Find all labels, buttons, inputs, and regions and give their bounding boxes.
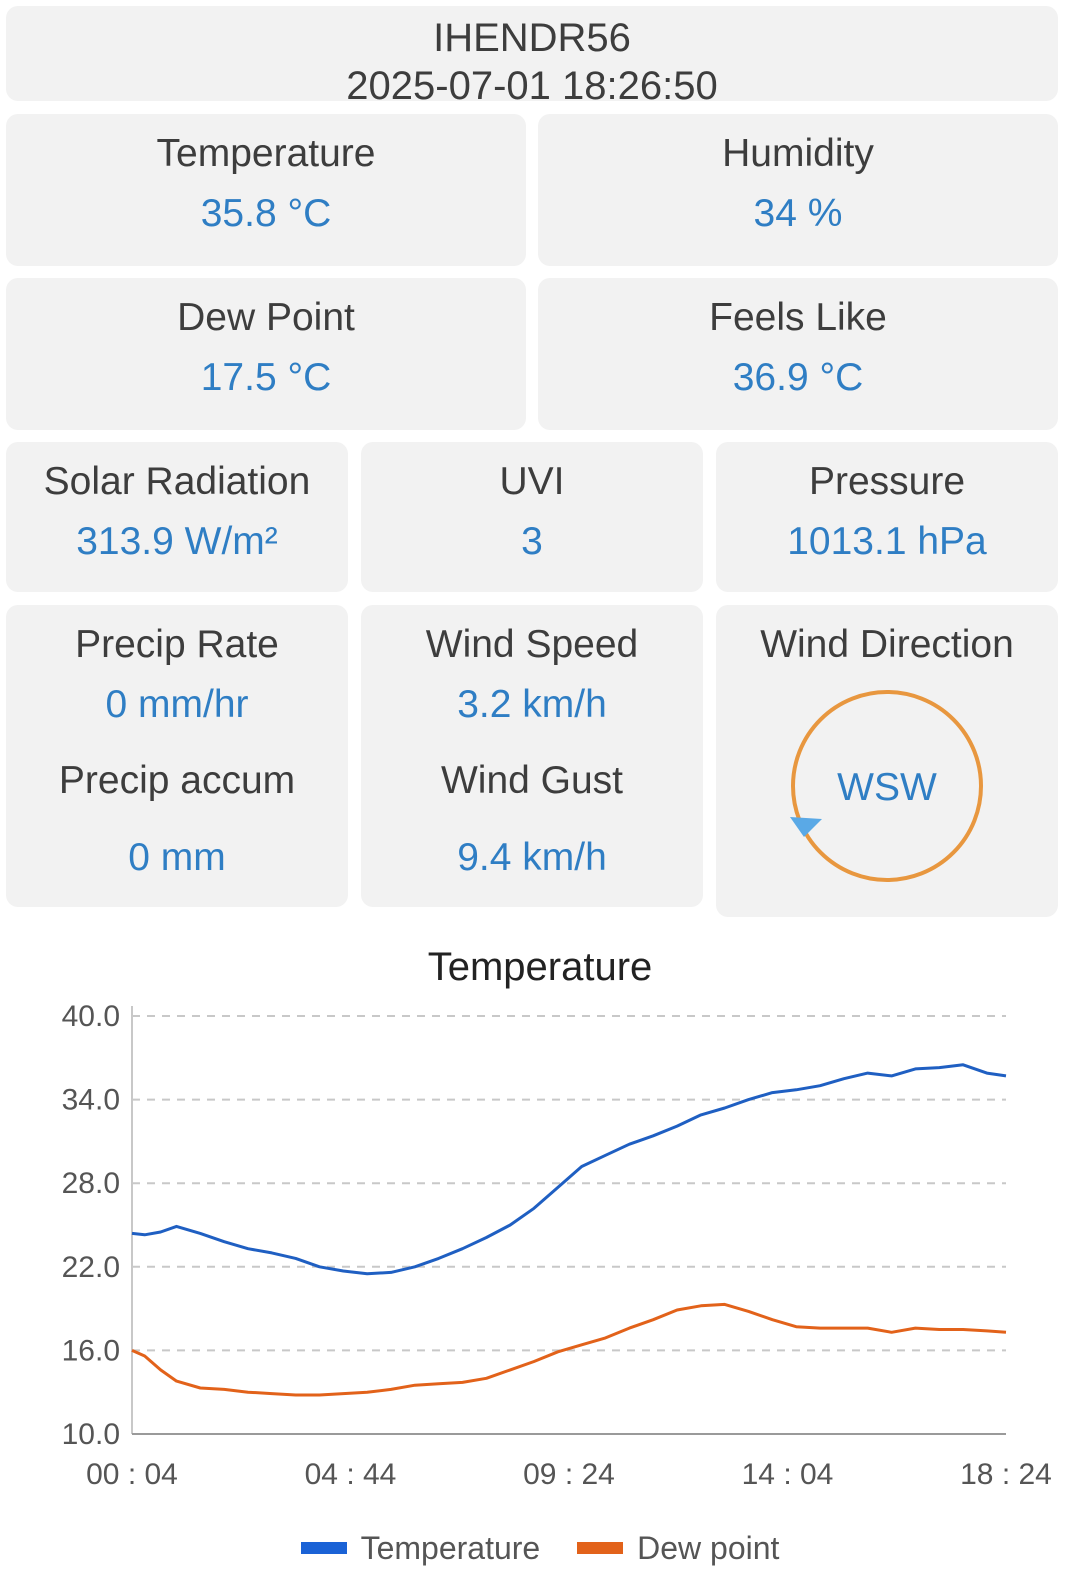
wind-direction-card[interactable]: Wind Direction WSW [716,605,1058,917]
y-tick-label: 22.0 [62,1251,120,1284]
station-header: IHENDR56 2025-07-01 18:26:50 [6,6,1058,106]
feels-like-card[interactable]: Feels Like 36.9 °C [538,278,1058,430]
x-tick-label: 18 : 24 [960,1458,1052,1491]
humidity-label: Humidity [722,132,874,175]
solar-radiation-value: 313.9 W/m² [76,520,278,563]
station-timestamp: 2025-07-01 18:26:50 [346,64,718,108]
x-tick-label: 14 : 04 [742,1458,834,1491]
feels-like-label: Feels Like [709,296,887,339]
wind-direction-value: WSW [837,766,937,809]
dew-point-series-line [131,1302,1007,1397]
dew-point-value: 17.5 °C [200,356,332,399]
legend-dew-point-swatch [577,1542,624,1554]
pressure-label: Pressure [808,460,966,503]
legend-dew-point-label: Dew point [637,1529,780,1566]
wind-speed-label: Wind Speed [425,623,639,666]
temperature-value: 35.8 °C [200,192,332,235]
y-tick-label: 34.0 [62,1084,120,1117]
compass-ring [791,690,983,882]
solar-radiation-card[interactable]: Solar Radiation 313.9 W/m² [6,442,348,592]
y-tick-label: 10.0 [62,1418,120,1451]
station-id: IHENDR56 [433,16,631,60]
chart-legend: Temperature Dew point [0,1525,1080,1567]
precip-rate-label: Precip Rate [75,623,279,666]
temperature-chart: 40.0 34.0 28.0 22.0 16.0 10.0 00 : 04 04 : 44 09… [62,1000,1052,1491]
humidity-card[interactable]: Humidity 34 % [538,114,1058,266]
wind-direction-compass: WSW [790,690,983,882]
wind-direction-label: Wind Direction [760,623,1014,666]
temperature-card[interactable]: Temperature 35.8 °C [6,114,526,266]
wind-speed-value: 3.2 km/h [457,683,607,726]
wind-arrow-icon [790,817,822,837]
temperature-label: Temperature [156,132,376,175]
legend-temperature-swatch [300,1542,347,1554]
x-tick-label: 09 : 24 [523,1458,615,1491]
wind-gust-label: Wind Gust [440,759,624,802]
uvi-value: 3 [521,520,543,563]
solar-radiation-label: Solar Radiation [43,460,311,503]
wind-gust-value: 9.4 km/h [457,836,607,879]
precip-rate-value: 0 mm/hr [105,683,249,726]
uvi-label: UVI [499,460,565,503]
chart-title: Temperature [427,945,653,989]
dew-point-label: Dew Point [177,296,355,339]
legend-dew-point[interactable]: Dew point [577,1530,779,1567]
legend-temperature-label: Temperature [360,1529,541,1566]
humidity-value: 34 % [753,192,843,235]
precip-card[interactable]: Precip Rate 0 mm/hr Precip accum 0 mm [6,605,348,907]
pressure-value: 1013.1 hPa [787,520,987,563]
wind-card[interactable]: Wind Speed 3.2 km/h Wind Gust 9.4 km/h [361,605,703,907]
dew-point-card[interactable]: Dew Point 17.5 °C [6,278,526,430]
precip-accum-label: Precip accum [58,759,296,802]
y-tick-label: 16.0 [62,1334,120,1367]
legend-temperature[interactable]: Temperature [300,1529,541,1567]
x-tick-label: 00 : 04 [86,1458,178,1491]
y-tick-label: 40.0 [62,1000,120,1033]
uvi-card[interactable]: UVI 3 [361,442,703,592]
feels-like-value: 36.9 °C [732,356,864,399]
precip-accum-value: 0 mm [128,836,226,879]
temperature-series-line [131,1063,1007,1276]
y-tick-label: 28.0 [62,1167,120,1200]
pressure-card[interactable]: Pressure 1013.1 hPa [716,442,1058,592]
x-tick-label: 04 : 44 [305,1458,397,1491]
